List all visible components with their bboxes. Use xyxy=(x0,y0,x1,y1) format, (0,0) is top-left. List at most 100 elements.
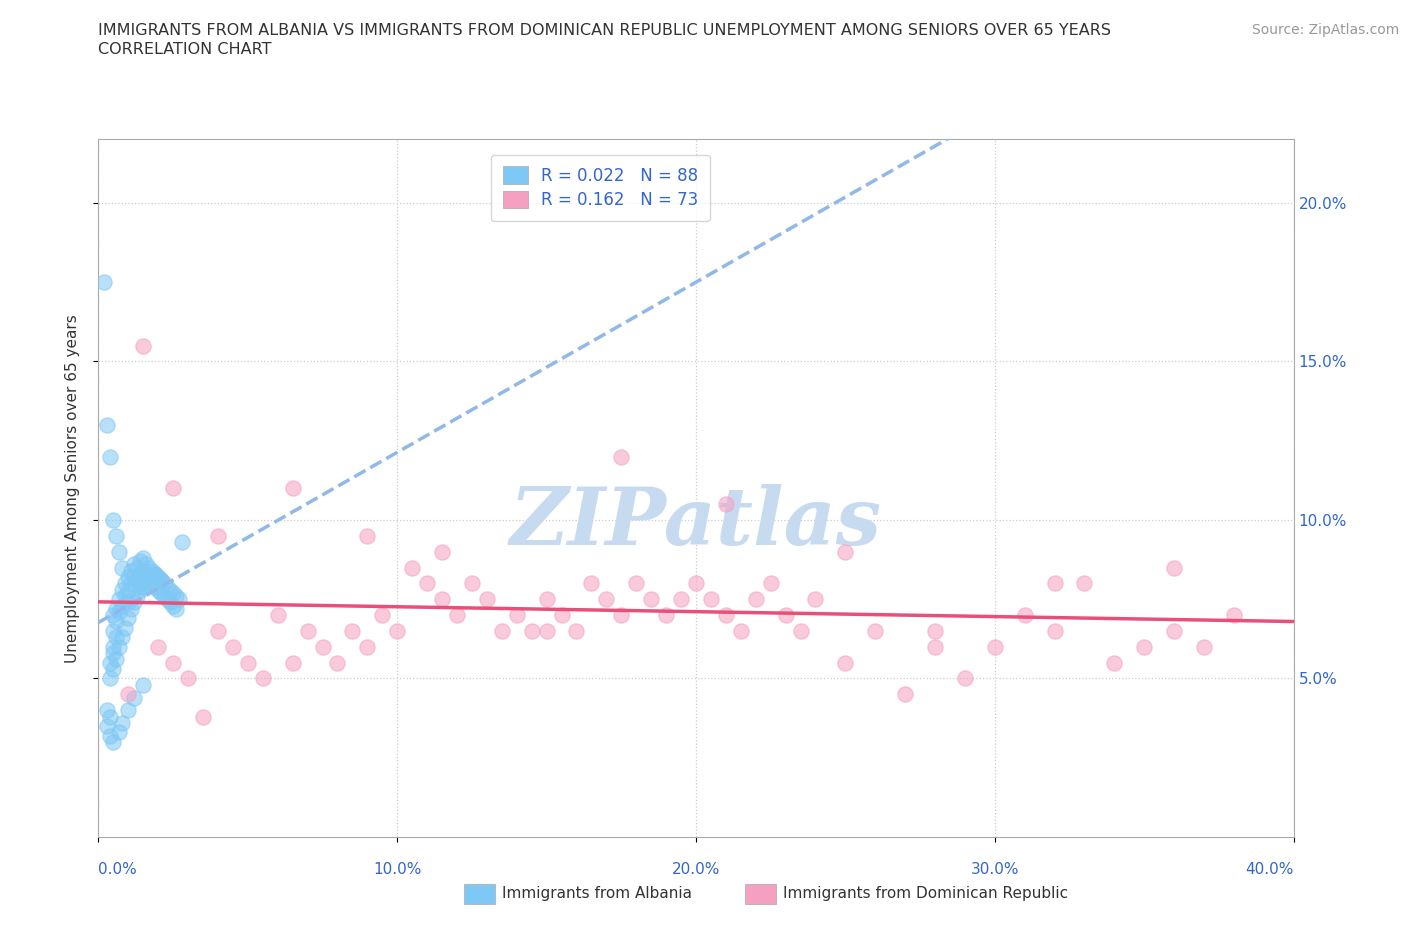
Point xyxy=(159,582,181,597)
Point xyxy=(108,725,131,740)
Point xyxy=(96,703,118,718)
Text: Source: ZipAtlas.com: Source: ZipAtlas.com xyxy=(1251,23,1399,37)
Y-axis label: Unemployment Among Seniors over 65 years: Unemployment Among Seniors over 65 years xyxy=(65,314,80,662)
Text: 0.0%: 0.0% xyxy=(98,862,138,877)
Point xyxy=(114,576,136,591)
Point xyxy=(610,449,633,464)
Point xyxy=(100,449,122,464)
Point xyxy=(162,481,184,496)
Point xyxy=(132,576,155,591)
Point xyxy=(148,582,170,597)
Point xyxy=(120,602,142,617)
Point xyxy=(207,623,229,638)
Text: 30.0%: 30.0% xyxy=(970,862,1019,877)
Point xyxy=(153,589,176,604)
Text: ZIPatlas: ZIPatlas xyxy=(510,485,882,562)
Point xyxy=(117,687,139,702)
Point xyxy=(475,591,498,606)
Point xyxy=(108,639,131,654)
Point xyxy=(536,623,558,638)
Point xyxy=(165,602,187,617)
Point xyxy=(103,639,125,654)
Point xyxy=(103,623,125,638)
Point xyxy=(135,557,157,572)
Point xyxy=(1104,655,1126,670)
Point xyxy=(167,591,190,606)
Point xyxy=(714,497,737,512)
Point xyxy=(105,614,128,629)
Point xyxy=(141,569,163,584)
Point xyxy=(640,591,662,606)
Point xyxy=(148,569,170,584)
Point xyxy=(129,566,152,581)
Point xyxy=(610,607,633,622)
Point xyxy=(222,639,245,654)
Point xyxy=(461,576,484,591)
Point xyxy=(103,512,125,527)
Point xyxy=(595,591,617,606)
Point xyxy=(132,677,155,692)
Point xyxy=(1223,607,1246,622)
Point xyxy=(150,573,173,588)
Point xyxy=(135,569,157,584)
Point xyxy=(581,576,603,591)
Point xyxy=(1014,607,1036,622)
Point xyxy=(153,576,176,591)
Point xyxy=(108,591,131,606)
Point xyxy=(236,655,259,670)
Point xyxy=(124,557,146,572)
Point xyxy=(148,639,170,654)
Point xyxy=(124,690,146,705)
Point xyxy=(953,671,976,686)
Point xyxy=(1073,576,1095,591)
Point xyxy=(117,595,139,610)
Point xyxy=(536,591,558,606)
Point xyxy=(132,564,155,578)
Text: 40.0%: 40.0% xyxy=(1246,862,1294,877)
Point xyxy=(105,528,128,543)
Point xyxy=(984,639,1007,654)
Point xyxy=(143,566,166,581)
Point xyxy=(105,652,128,667)
Point xyxy=(103,645,125,660)
Point xyxy=(138,573,160,588)
Point xyxy=(655,607,678,622)
Point xyxy=(143,579,166,594)
Point xyxy=(148,569,170,584)
Text: IMMIGRANTS FROM ALBANIA VS IMMIGRANTS FROM DOMINICAN REPUBLIC UNEMPLOYMENT AMONG: IMMIGRANTS FROM ALBANIA VS IMMIGRANTS FR… xyxy=(98,23,1111,38)
Point xyxy=(759,576,782,591)
Point xyxy=(100,709,122,724)
Point xyxy=(281,655,304,670)
Point xyxy=(172,535,194,550)
Text: CORRELATION CHART: CORRELATION CHART xyxy=(98,42,271,57)
Point xyxy=(100,655,122,670)
Point xyxy=(281,481,304,496)
Point xyxy=(669,591,692,606)
Text: 10.0%: 10.0% xyxy=(373,862,422,877)
Point xyxy=(162,586,184,601)
Point xyxy=(117,569,139,584)
Point xyxy=(114,589,136,604)
Point xyxy=(108,544,131,559)
Point xyxy=(150,573,173,588)
Point xyxy=(430,544,453,559)
Point xyxy=(156,579,179,594)
Point xyxy=(924,639,946,654)
Point xyxy=(356,528,378,543)
Point xyxy=(117,703,139,718)
Point xyxy=(416,576,439,591)
Point xyxy=(385,623,409,638)
Point xyxy=(789,623,811,638)
Point xyxy=(111,715,134,730)
Point xyxy=(1043,576,1066,591)
Point xyxy=(114,620,136,635)
Point xyxy=(111,560,134,575)
Point xyxy=(714,607,737,622)
Point xyxy=(159,595,181,610)
Point xyxy=(804,591,827,606)
Point xyxy=(207,528,229,543)
Point xyxy=(267,607,290,622)
Point xyxy=(924,623,946,638)
Point xyxy=(894,687,917,702)
Point xyxy=(745,591,768,606)
